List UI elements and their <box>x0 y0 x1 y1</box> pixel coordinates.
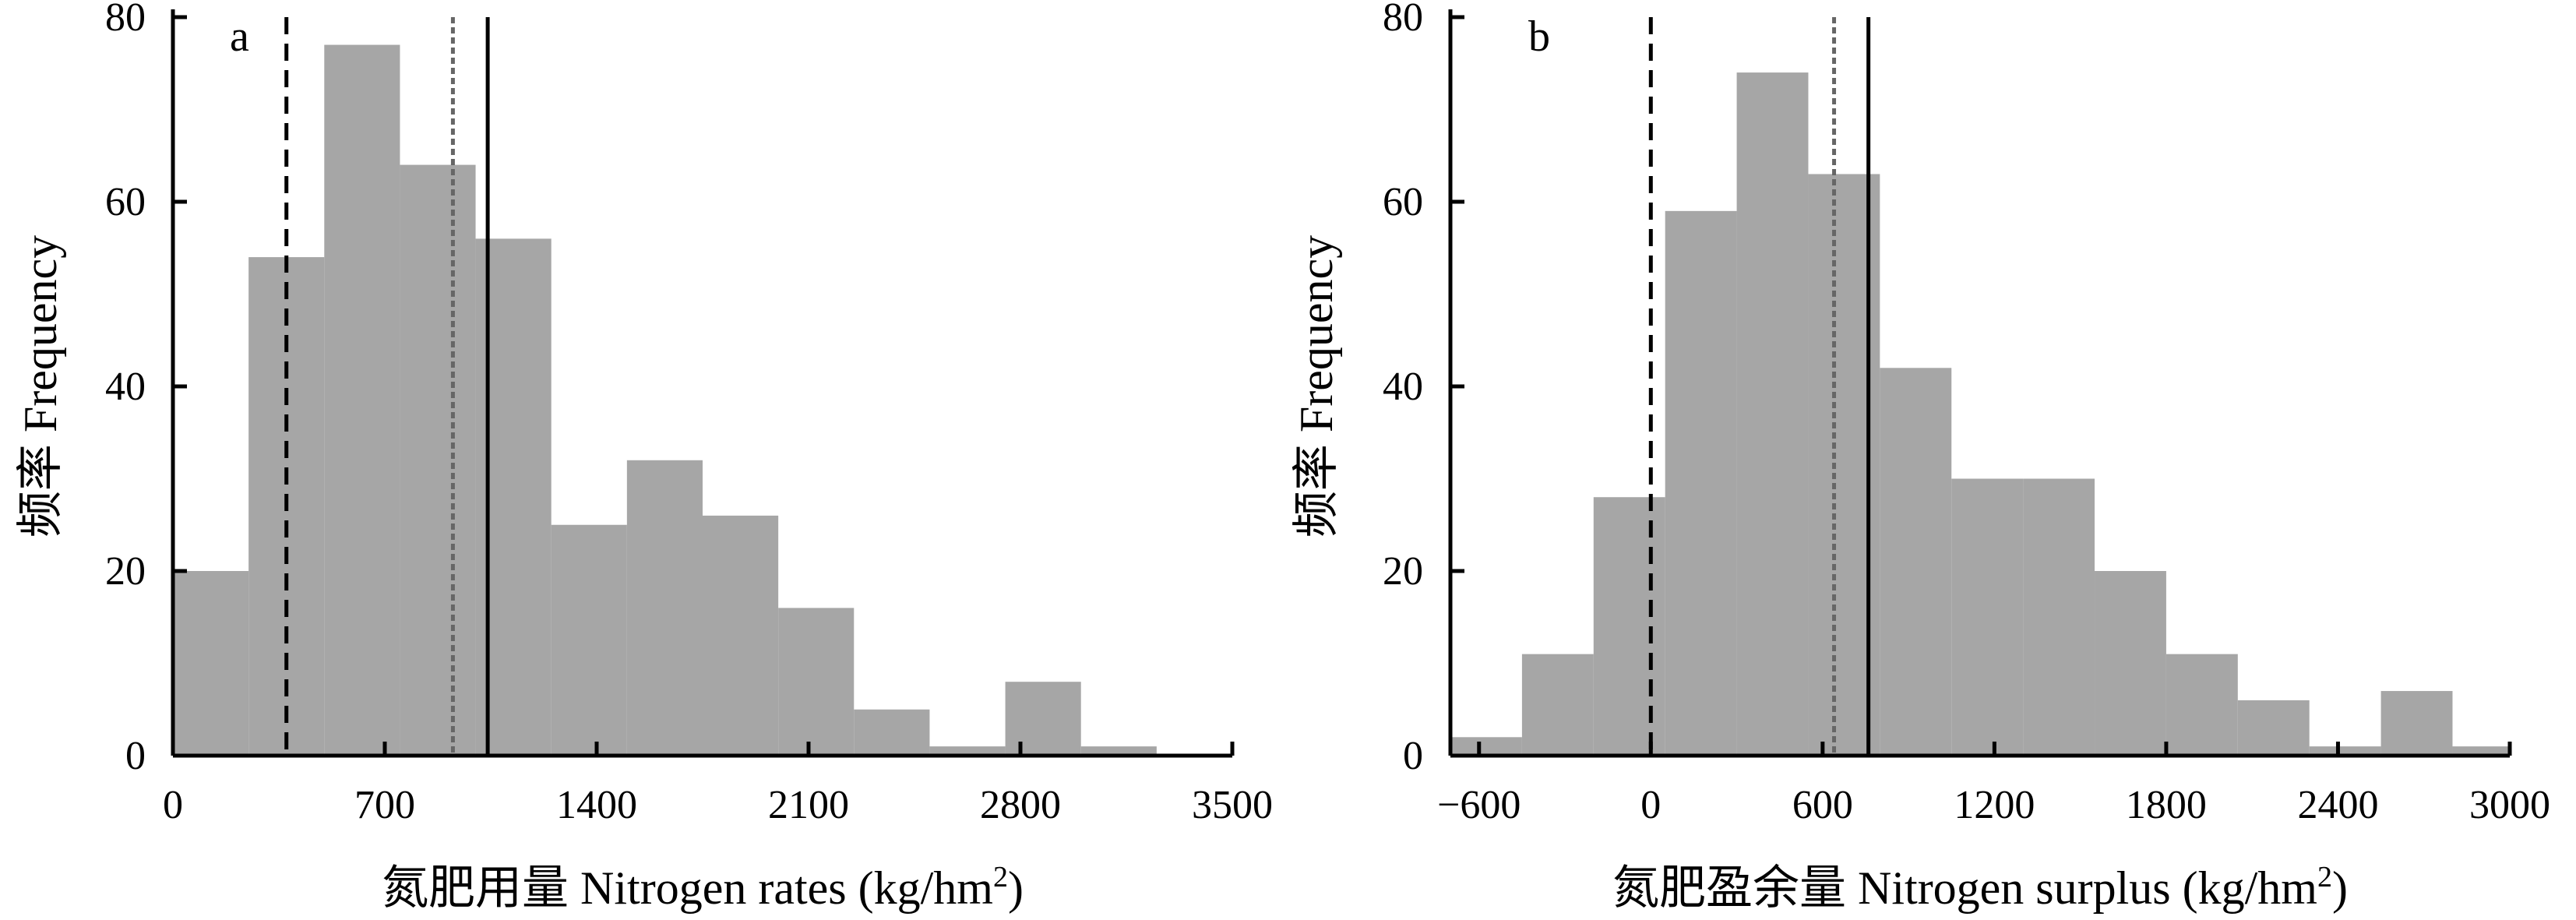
panel-b-bar-14 <box>2452 746 2510 756</box>
panel-a-bar-11 <box>1005 682 1081 756</box>
panel-b-y-ticks: 0 20 40 60 80 <box>1383 0 1464 778</box>
panel-a-x-tick-label-4: 2800 <box>980 783 1061 827</box>
panel-b-x-ticks: −600 0 600 1200 1800 2400 3000 <box>1437 742 2550 827</box>
panel-b-bar-1 <box>1521 654 1594 756</box>
panel-b-bar-2 <box>1593 497 1665 756</box>
panel-b-x-tick-label-3: 1200 <box>1954 783 2035 827</box>
panel-a-x-tick-label-3: 2100 <box>768 783 849 827</box>
panel-a-bar-3 <box>400 164 476 756</box>
panel-b-x-axis-title-end: ) <box>2332 862 2348 914</box>
panel-a-bar-9 <box>854 709 930 756</box>
panel-a-x-axis-title-end: ) <box>1008 862 1024 914</box>
panel-b-x-tick-label-1: 0 <box>1640 783 1661 827</box>
panel-b-bar-3 <box>1665 210 1737 756</box>
panel-b-bar-0 <box>1450 737 1522 756</box>
panel-a-bars <box>173 44 1157 756</box>
panel-a-x-tick-label-0: 0 <box>163 783 183 827</box>
panel-b-bar-9 <box>2095 571 2166 756</box>
panel-b-x-tick-label-0: −600 <box>1437 783 1521 827</box>
panel-b-bar-12 <box>2309 746 2381 756</box>
panel-b-reference-lines <box>1648 17 1871 756</box>
panel-a-bar-10 <box>929 746 1006 756</box>
panel-b-y-tick-label-2: 40 <box>1383 365 1423 409</box>
panel-b-bars <box>1450 72 2510 756</box>
panel-a-x-axis-title-sup: 2 <box>993 861 1008 894</box>
panel-a-bar-0 <box>173 571 249 756</box>
panel-a-x-tick-label-2: 1400 <box>556 783 637 827</box>
panel-b-bar-10 <box>2165 654 2238 756</box>
panel-b-bar-4 <box>1736 72 1809 756</box>
panel-a-y-tick-label-3: 60 <box>105 180 146 224</box>
panel-a-x-axis-title: 氮肥用量 Nitrogen rates (kg/hm2) <box>382 861 1024 914</box>
panel-b-bar-7 <box>1951 478 2024 756</box>
panel-a-x-axis-title-main: 氮肥用量 Nitrogen rates (kg/hm <box>382 862 993 914</box>
panel-b: 0 20 40 60 80 −600 0 600 1200 1800 2400 3000 b 氮肥盈… <box>1291 0 2550 914</box>
panel-b-x-tick-label-5: 2400 <box>2297 783 2378 827</box>
panel-a-label: a <box>230 12 249 61</box>
panel-b-label: b <box>1528 12 1550 61</box>
panel-a-bar-7 <box>703 515 779 756</box>
panel-a-bar-12 <box>1080 746 1157 756</box>
panel-a-bar-8 <box>778 608 855 756</box>
panel-a-y-ticks: 0 20 40 60 80 <box>105 0 187 778</box>
panel-b-x-tick-label-4: 1800 <box>2126 783 2207 827</box>
panel-b-bar-8 <box>2023 478 2095 756</box>
panel-b-bar-13 <box>2380 691 2453 756</box>
panel-b-x-tick-label-6: 3000 <box>2469 783 2550 827</box>
panel-b-y-tick-label-1: 20 <box>1383 549 1423 594</box>
panel-a-bar-6 <box>626 460 703 756</box>
panel-a-y-tick-label-0: 0 <box>125 734 146 778</box>
panel-b-x-axis-title-main: 氮肥盈余量 Nitrogen surplus (kg/hm <box>1612 862 2317 914</box>
panel-a-x-tick-label-5: 3500 <box>1192 783 1273 827</box>
panel-b-bar-6 <box>1880 368 1952 756</box>
panel-b-bar-11 <box>2237 700 2310 756</box>
panel-a-reference-lines <box>284 17 490 756</box>
panel-a: 0 20 40 60 80 0 700 1400 2100 2800 3500 a 氮肥用量 Ni… <box>15 0 1273 914</box>
panel-a-y-tick-label-2: 40 <box>105 365 146 409</box>
panel-a-y-tick-label-4: 80 <box>105 0 146 40</box>
panel-a-y-tick-label-1: 20 <box>105 549 146 594</box>
panel-a-y-axis-title: 频率 Frequency <box>15 235 66 538</box>
panel-a-x-tick-label-1: 700 <box>354 783 415 827</box>
panel-b-y-tick-label-4: 80 <box>1383 0 1423 40</box>
panel-a-bar-5 <box>551 524 627 756</box>
panel-b-x-axis-title: 氮肥盈余量 Nitrogen surplus (kg/hm2) <box>1612 861 2348 914</box>
panel-a-bar-2 <box>324 44 400 756</box>
panel-b-y-tick-label-3: 60 <box>1383 180 1423 224</box>
panel-b-y-axis-title: 频率 Frequency <box>1291 235 1342 538</box>
panel-b-x-tick-label-2: 600 <box>1792 783 1853 827</box>
panel-a-x-ticks: 0 700 1400 2100 2800 3500 <box>163 742 1273 827</box>
panel-a-axes <box>171 9 1232 758</box>
panel-b-x-axis-title-sup: 2 <box>2317 861 2332 894</box>
panel-b-axes <box>1448 9 2510 758</box>
panel-b-y-tick-label-0: 0 <box>1403 734 1423 778</box>
